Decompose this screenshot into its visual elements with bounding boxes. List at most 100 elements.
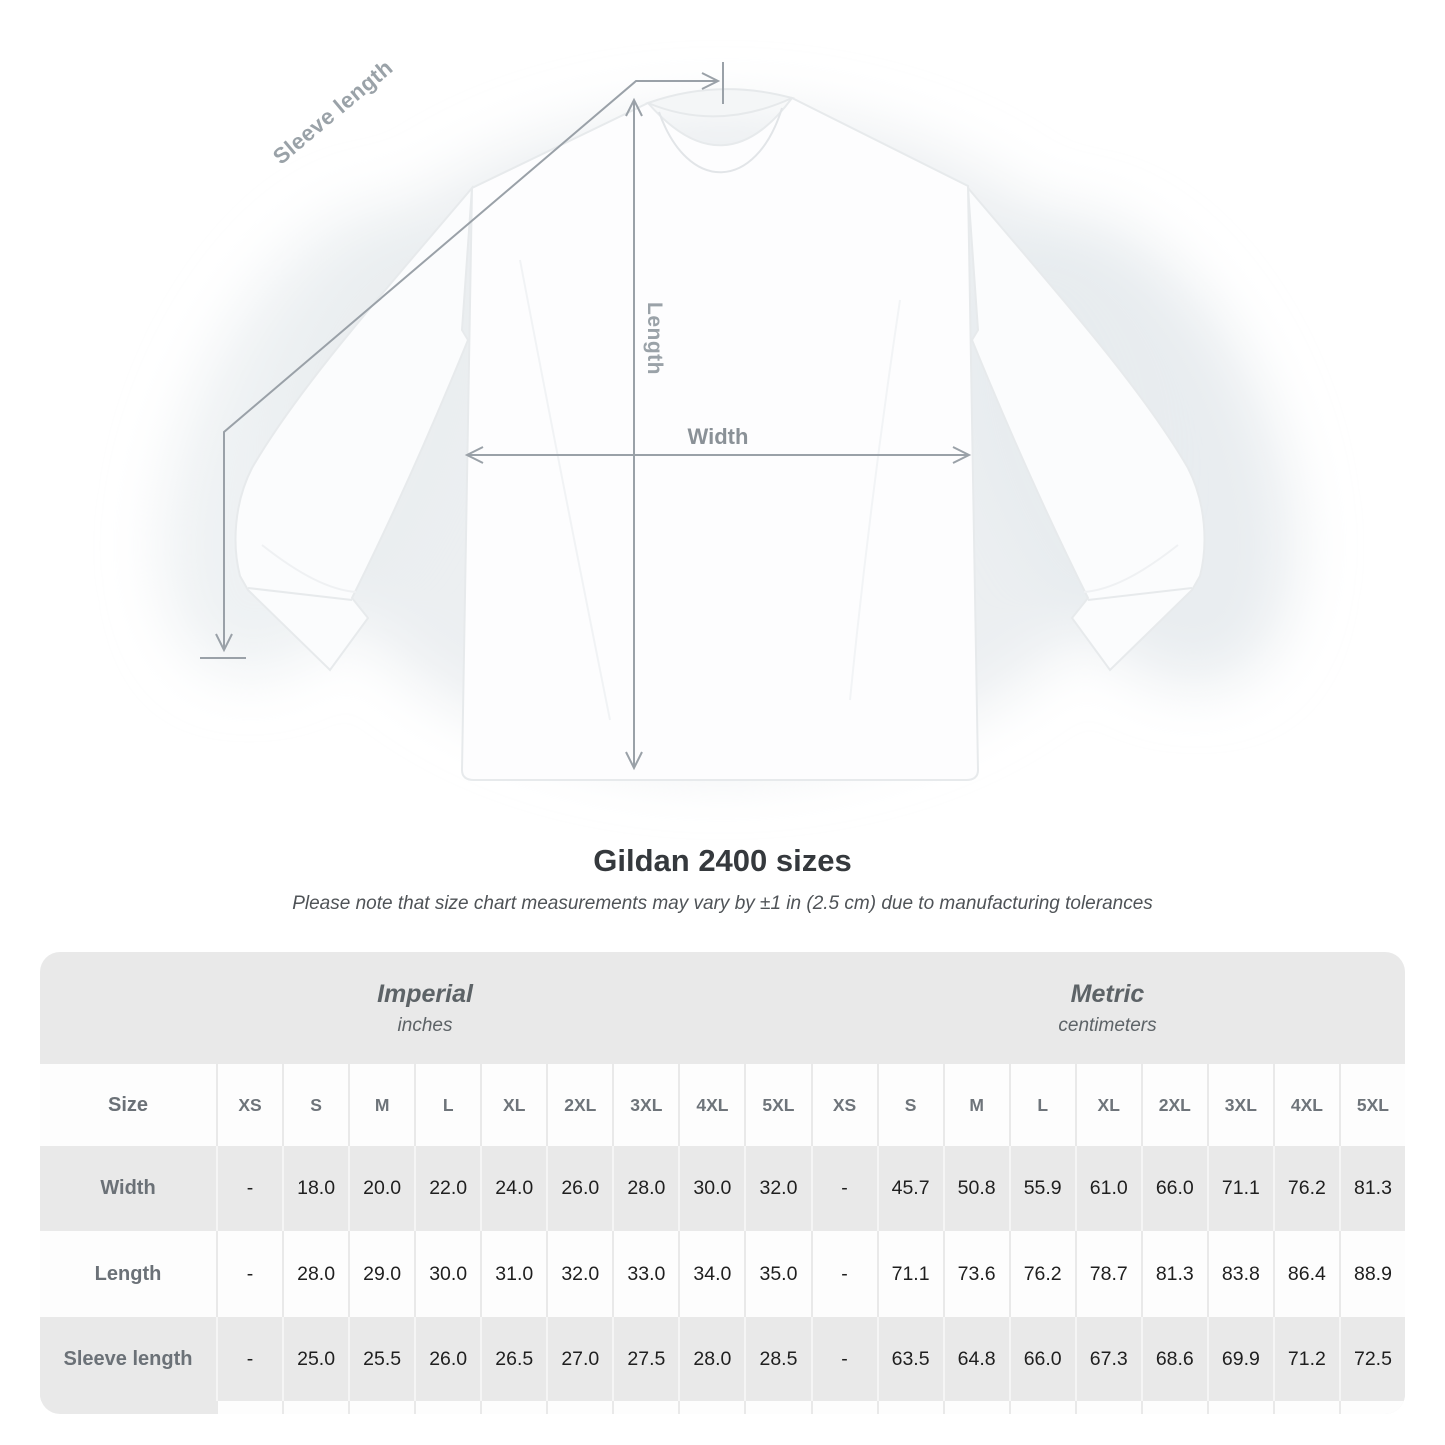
width-label: Width <box>687 424 749 449</box>
row-label: Length <box>40 1231 216 1317</box>
footer-stripe <box>546 1401 613 1414</box>
table-cell: 71.1 <box>876 1231 943 1317</box>
footer-stripe <box>744 1401 811 1414</box>
shirt-right-sleeve <box>966 185 1206 672</box>
table-cell: 29.0 <box>348 1231 415 1317</box>
size-column-header: 3XL <box>1206 1064 1273 1146</box>
table-cell: 71.2 <box>1272 1317 1339 1401</box>
table-cell: 25.5 <box>348 1317 415 1401</box>
table-cell: 76.2 <box>1272 1146 1339 1231</box>
table-cell: 78.7 <box>1074 1231 1141 1317</box>
size-column-header: M <box>942 1064 1009 1146</box>
shirt-measurement-diagram: Sleeve length Length Width <box>163 55 1294 781</box>
table-cell: 83.8 <box>1206 1231 1273 1317</box>
table-cell: - <box>216 1146 283 1231</box>
sleeve-length-line <box>223 80 716 648</box>
table-cell: - <box>810 1146 877 1231</box>
table-cell: - <box>216 1231 283 1317</box>
body-crease-left <box>519 259 611 721</box>
table-cell: 22.0 <box>414 1146 481 1231</box>
size-column-header: M <box>348 1064 415 1146</box>
size-column-header: 4XL <box>1272 1064 1339 1146</box>
table-cell: 30.0 <box>414 1231 481 1317</box>
footer-stripe <box>1338 1401 1405 1414</box>
table-cell: 26.5 <box>480 1317 547 1401</box>
table-cell: 25.0 <box>282 1317 349 1401</box>
size-column-header: L <box>414 1064 481 1146</box>
table-cell: 88.9 <box>1338 1231 1405 1317</box>
footer-stripe <box>1140 1401 1207 1414</box>
size-column-header: 2XL <box>1140 1064 1207 1146</box>
metric-section-header: Metric centimeters <box>810 952 1405 1064</box>
imperial-section-title: Imperial <box>377 979 473 1008</box>
table-cell: 28.0 <box>612 1146 679 1231</box>
footer-stripe <box>1206 1401 1273 1414</box>
table-cell: 18.0 <box>282 1146 349 1231</box>
table-cell: 31.0 <box>480 1231 547 1317</box>
table-cell: 35.0 <box>744 1231 811 1317</box>
footer-stripe <box>348 1401 415 1414</box>
footer-stripe <box>678 1401 745 1414</box>
size-column-header: XS <box>810 1064 877 1146</box>
table-cell: 81.3 <box>1140 1231 1207 1317</box>
imperial-section-header: Imperial inches <box>40 952 810 1064</box>
imperial-section-unit: inches <box>397 1014 453 1036</box>
length-arrow-down-icon <box>625 751 643 771</box>
size-column-header: XS <box>216 1064 283 1146</box>
size-column-header: 4XL <box>678 1064 745 1146</box>
table-cell: 50.8 <box>942 1146 1009 1231</box>
shirt-collar-band <box>658 107 783 174</box>
table-cell: 71.1 <box>1206 1146 1273 1231</box>
width-arrow-left-icon <box>464 446 484 464</box>
table-cell: - <box>810 1317 877 1401</box>
table-cell: 69.9 <box>1206 1317 1273 1401</box>
size-column-header: 5XL <box>744 1064 811 1146</box>
table-cell: 26.0 <box>414 1317 481 1401</box>
unit-section-band: Imperial inches Metric centimeters <box>40 952 1405 1064</box>
size-column-header: 3XL <box>612 1064 679 1146</box>
size-grid: Size XS S M L XL 2XL 3XL 4XL 5XL XS S M L XL 2XL 3XL 4XL 5… <box>40 1064 1405 1414</box>
table-cell: 30.0 <box>678 1146 745 1231</box>
table-cell: - <box>216 1317 283 1401</box>
footer-stripe <box>942 1401 1009 1414</box>
tolerance-note: Please note that size chart measurements… <box>292 893 1153 914</box>
table-cell: 28.0 <box>678 1317 745 1401</box>
footer-stripe <box>810 1401 877 1414</box>
table-cell: - <box>810 1231 877 1317</box>
sleeve-arrow-right-icon <box>701 72 721 90</box>
table-cell: 34.0 <box>678 1231 745 1317</box>
table-cell: 45.7 <box>876 1146 943 1231</box>
table-cell: 86.4 <box>1272 1231 1339 1317</box>
table-cell: 24.0 <box>480 1146 547 1231</box>
length-arrow-up-icon <box>625 97 643 117</box>
shirt-left-sleeve <box>234 185 474 672</box>
table-cell: 27.0 <box>546 1317 613 1401</box>
table-cell: 64.8 <box>942 1317 1009 1401</box>
size-column-header: 5XL <box>1338 1064 1405 1146</box>
size-corner-label: Size <box>40 1064 216 1146</box>
table-cell: 26.0 <box>546 1146 613 1231</box>
size-column-header: XL <box>480 1064 547 1146</box>
table-cell: 66.0 <box>1140 1146 1207 1231</box>
shirt-collar-back <box>645 88 795 118</box>
table-cell: 76.2 <box>1008 1231 1075 1317</box>
table-cell: 61.0 <box>1074 1146 1141 1231</box>
size-column-header: 2XL <box>546 1064 613 1146</box>
page-title: Gildan 2400 sizes <box>593 843 852 878</box>
metric-section-unit: centimeters <box>1058 1014 1157 1036</box>
footer-spacer <box>40 1401 216 1414</box>
table-cell: 81.3 <box>1338 1146 1405 1231</box>
footer-stripe <box>1272 1401 1339 1414</box>
table-cell: 33.0 <box>612 1231 679 1317</box>
table-cell: 27.5 <box>612 1317 679 1401</box>
metric-section-title: Metric <box>1070 979 1145 1008</box>
body-crease-right <box>849 299 901 701</box>
table-cell: 32.0 <box>546 1231 613 1317</box>
footer-stripe <box>876 1401 943 1414</box>
shirt-illustration <box>163 62 1294 781</box>
table-cell: 63.5 <box>876 1317 943 1401</box>
size-column-header: S <box>282 1064 349 1146</box>
size-table: Imperial inches Metric centimeters Size X… <box>40 952 1405 1414</box>
measurement-lines <box>200 62 972 771</box>
